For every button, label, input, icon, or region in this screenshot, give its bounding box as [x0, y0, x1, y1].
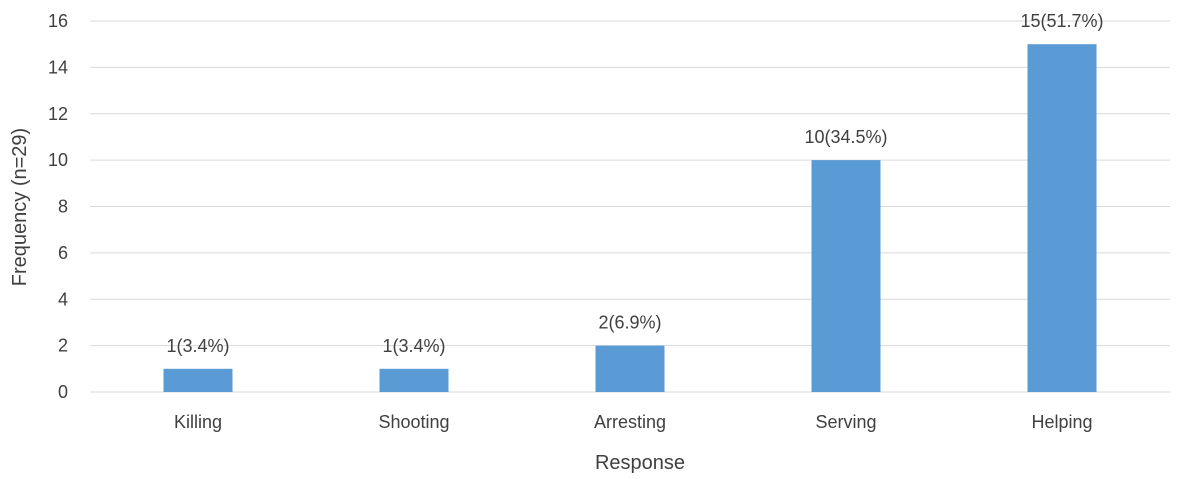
- x-tick-label: Arresting: [594, 412, 666, 432]
- y-tick-label: 12: [48, 104, 68, 124]
- bar-serving: [811, 160, 881, 392]
- y-tick-label: 8: [58, 197, 68, 217]
- x-axis-title: Response: [595, 452, 685, 474]
- y-tick-label: 10: [48, 150, 68, 170]
- y-axis-title: Frequency (n=29): [9, 128, 31, 286]
- y-tick-label: 14: [48, 57, 68, 77]
- bar-arresting: [595, 345, 665, 392]
- data-label: 15(51.7%): [1020, 11, 1103, 31]
- bar-shooting: [379, 368, 449, 392]
- y-tick-label: 2: [58, 336, 68, 356]
- y-tick-label: 6: [58, 243, 68, 263]
- x-axis-ticks: Killing Shooting Arresting Serving Helping: [174, 412, 1093, 432]
- data-label: 2(6.9%): [598, 313, 661, 333]
- y-tick-label: 16: [48, 11, 68, 31]
- x-tick-label: Serving: [815, 412, 876, 432]
- data-label: 10(34.5%): [804, 127, 887, 147]
- x-tick-label: Killing: [174, 412, 222, 432]
- y-tick-label: 0: [58, 382, 68, 402]
- y-tick-label: 4: [58, 289, 68, 309]
- bar-killing: [163, 368, 233, 392]
- gridlines: [90, 20, 1170, 393]
- bar-helping: [1027, 44, 1097, 392]
- x-tick-label: Shooting: [378, 412, 449, 432]
- data-labels: 1(3.4%) 1(3.4%) 2(6.9%) 10(34.5%) 15(51.7%): [166, 11, 1103, 356]
- x-tick-label: Helping: [1031, 412, 1092, 432]
- data-label: 1(3.4%): [166, 336, 229, 356]
- bars: [163, 44, 1097, 392]
- data-label: 1(3.4%): [382, 336, 445, 356]
- y-axis-ticks: 0 2 4 6 8 10 12 14 16: [48, 11, 68, 402]
